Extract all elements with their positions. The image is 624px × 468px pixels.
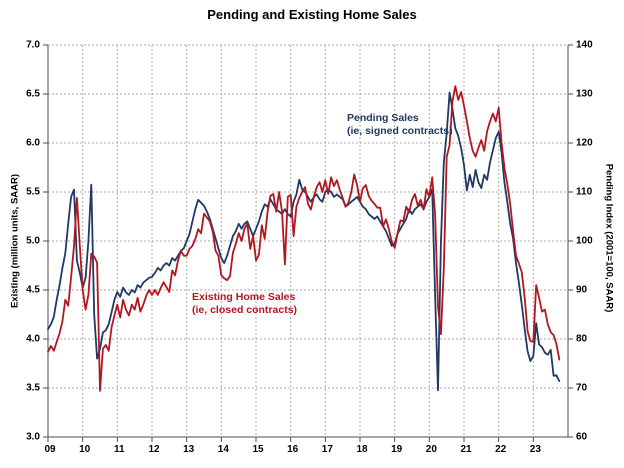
x-axis-tick-label: 14	[218, 444, 230, 455]
existing-series-label-line1: Existing Home Sales	[192, 291, 296, 303]
x-axis-tick-label: 18	[356, 444, 368, 455]
left-axis-tick-label: 3.0	[26, 432, 40, 443]
pending-series-label: Pending Sales (ie, signed contracts)	[347, 112, 453, 138]
right-axis-tick-label: 140	[576, 40, 593, 51]
left-axis-tick-label: 3.5	[26, 383, 40, 394]
chart-title: Pending and Existing Home Sales	[207, 7, 417, 22]
pending-series-label-line1: Pending Sales	[347, 112, 419, 124]
right-axis-tick-label: 80	[576, 334, 588, 345]
x-axis-tick-label: 15	[252, 444, 264, 455]
x-axis-tick-label: 23	[530, 444, 542, 455]
right-axis-tick-label: 120	[576, 138, 593, 149]
right-axis-tick-label: 70	[576, 383, 588, 394]
right-axis-title: Pending Index (2001=100, SAAR)	[603, 163, 615, 313]
x-axis-tick-label: 21	[460, 444, 472, 455]
pending-series-label-line2: (ie, signed contracts)	[347, 125, 453, 137]
left-axis-title: Existing (million units, SAAR)	[9, 173, 21, 309]
left-axis-tick-label: 4.0	[26, 334, 40, 345]
x-axis-tick-label: 16	[287, 444, 299, 455]
x-axis-tick-label: 22	[495, 444, 507, 455]
x-axis-tick-label: 19	[391, 444, 403, 455]
existing-series-label: Existing Home Sales (ie, closed contract…	[192, 291, 297, 317]
right-axis-tick-label: 60	[576, 432, 588, 443]
x-axis-tick-label: 10	[79, 444, 91, 455]
right-axis-tick-label: 90	[576, 285, 588, 296]
right-axis-tick-label: 110	[576, 187, 593, 198]
x-axis-tick-label: 17	[322, 444, 334, 455]
left-axis-tick-label: 5.0	[26, 236, 40, 247]
left-axis-tick-label: 6.5	[26, 89, 40, 100]
existing-home-sales-line	[47, 85, 561, 392]
existing-series-label-line2: (ie, closed contracts)	[192, 304, 298, 316]
left-axis-tick-label: 6.0	[26, 138, 40, 149]
x-axis-tick-label: 11	[114, 444, 125, 455]
x-axis-tick-label: 09	[44, 444, 56, 455]
left-axis-tick-label: 7.0	[26, 40, 40, 51]
right-axis-tick-label: 130	[576, 89, 593, 100]
left-axis-tick-label: 4.5	[26, 285, 40, 296]
x-axis-tick-label: 12	[148, 444, 160, 455]
x-axis-tick-label: 20	[426, 444, 438, 455]
x-axis-tick-label: 13	[183, 444, 195, 455]
left-axis-tick-label: 5.5	[26, 187, 40, 198]
right-axis-tick-label: 100	[576, 236, 593, 247]
